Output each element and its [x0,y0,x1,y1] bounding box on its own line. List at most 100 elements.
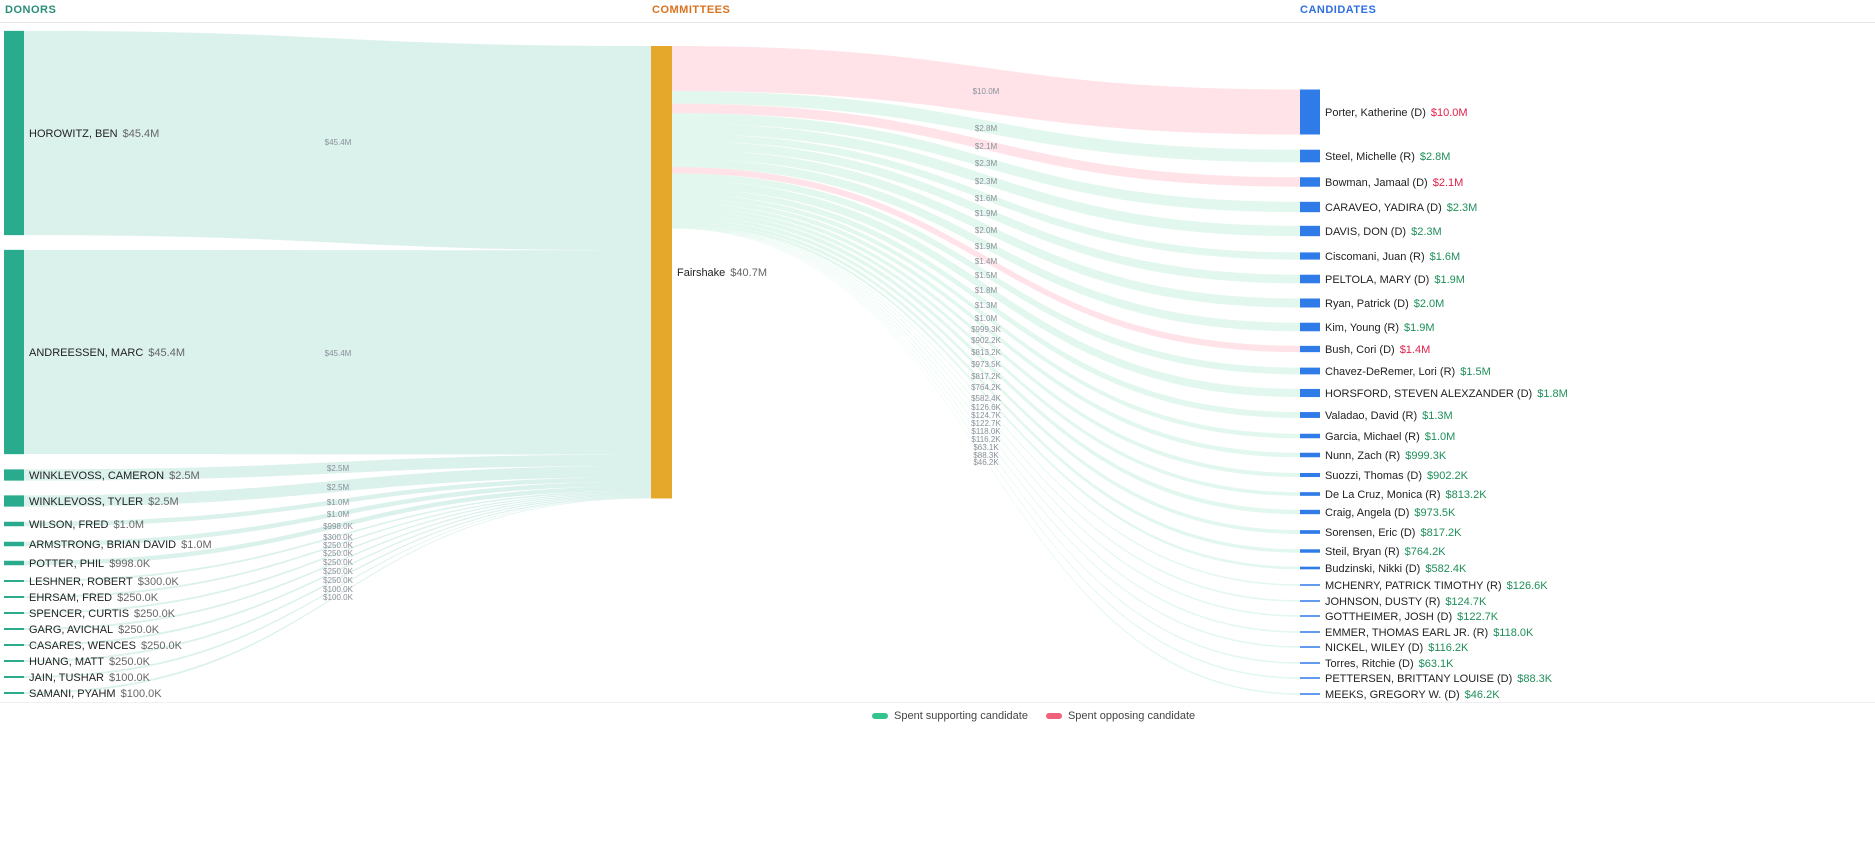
donor-label: ANDREESSEN, MARC $45.4M [29,347,185,359]
legend-label: Spent supporting candidate [894,710,1028,722]
labels: HOROWITZ, BEN $45.4M $45.4M ANDREESSEN, MAR… [29,87,1568,701]
support-link [672,173,1300,375]
legend-item-support[interactable]: Spent supporting candidate [872,710,1028,722]
candidate-node [1300,530,1320,534]
candidate-link-label: $2.8M [975,124,998,133]
candidate-label: Budzinski, Nikki (D) $582.4K [1325,563,1467,575]
candidate-value: $1.3M [1422,410,1453,422]
support-link [672,228,1300,695]
candidate-node [1300,388,1320,398]
candidate-node [1300,225,1320,237]
donor-link [24,249,651,455]
donor-label: POTTER, PHIL $998.0K [29,558,151,570]
candidate-node [1300,662,1320,664]
support-link [672,113,1300,213]
donor-link-label: $2.5M [327,464,350,473]
candidate-node [1300,433,1320,439]
candidate-value: $63.1K [1419,658,1455,670]
candidate-label: Craig, Angela (D) $973.5K [1325,507,1456,519]
donor-link-label: $998.0K [323,522,353,531]
candidate-value: $88.3K [1517,673,1553,685]
candidate-value: $116.2K [1428,642,1469,654]
donor-link-label: $250.0K [323,558,353,567]
candidate-link-label: $63.1K [973,443,999,452]
candidate-node [1300,615,1320,617]
candidate-link-label: $1.8M [975,286,998,295]
candidate-link-label: $88.3K [973,451,999,460]
candidate-label: Sorensen, Eric (D) $817.2K [1325,527,1462,539]
legend-item-oppose[interactable]: Spent opposing candidate [1045,710,1195,722]
donor-value: $2.5M [169,470,200,482]
candidate-node [1300,566,1320,570]
donor-node [4,521,24,527]
donor-label: EHRSAM, FRED $250.0K [29,592,159,604]
candidate-node [1300,298,1320,308]
candidate-node [1300,631,1320,633]
donor-link-label: $45.4M [325,138,352,147]
candidate-node [1300,452,1320,458]
candidate-link-label: $2.3M [975,177,998,186]
candidate-label: Ciscomani, Juan (R) $1.6M [1325,251,1460,263]
candidate-link-label: $124.7K [971,411,1001,420]
donor-value: $250.0K [141,640,183,652]
donor-node [4,612,24,614]
candidate-link-label: $2.3M [975,159,998,168]
candidate-label: CARAVEO, YADIRA (D) $2.3M [1325,202,1477,214]
candidate-value: $582.4K [1425,563,1467,575]
support-link [672,188,1300,418]
candidate-label: DAVIS, DON (D) $2.3M [1325,226,1442,238]
donor-label: LESHNER, ROBERT $300.0K [29,576,179,588]
candidate-label: Suozzi, Thomas (D) $902.2K [1325,470,1469,482]
support-link [672,123,1300,237]
donor-label: JAIN, TUSHAR $100.0K [29,672,151,684]
support-link [672,222,1300,570]
candidate-label: Garcia, Michael (R) $1.0M [1325,431,1455,443]
candidate-link-label: $817.2K [971,372,1001,381]
candidate-label: MCHENRY, PATRICK TIMOTHY (R) $126.6K [1325,580,1548,592]
candidate-link-label: $10.0M [973,87,1000,96]
candidate-link-label: $126.6K [971,403,1001,412]
candidate-link-label: $1.5M [975,271,998,280]
support-link [672,227,1300,664]
candidate-value: $1.4M [1400,344,1431,356]
candidates-header: CANDIDATES [1300,4,1377,16]
donor-link-label: $45.4M [325,349,352,358]
support-link [672,227,1300,679]
candidate-node [1300,201,1320,213]
donor-node [4,495,24,507]
donor-label: WINKLEVOSS, TYLER $2.5M [29,496,179,508]
donor-link-label: $1.0M [327,510,350,519]
candidate-node [1300,149,1320,163]
donor-node [4,676,24,678]
candidate-link-label: $973.5K [971,360,1001,369]
donor-label: SPENCER, CURTIS $250.0K [29,608,176,620]
candidate-link-label: $813.2K [971,348,1001,357]
donor-link [24,481,651,547]
candidate-link-label: $1.6M [975,194,998,203]
candidate-value: $902.2K [1427,470,1469,482]
candidate-node [1300,274,1320,284]
candidate-node [1300,177,1320,187]
candidate-link-label: $1.0M [975,314,998,323]
candidate-link-label: $1.4M [975,257,998,266]
donor-link [24,494,651,630]
candidate-value: $46.2K [1465,689,1501,701]
candidate-link-label: $1.3M [975,301,998,310]
links [24,30,1300,695]
support-link [672,226,1300,617]
donor-link [24,495,651,646]
support-link [672,226,1300,633]
donor-value: $998.0K [109,558,151,570]
donors-header: DONORS [5,4,57,16]
candidate-value: $1.8M [1537,388,1568,400]
footer-divider [0,702,1875,703]
donor-label: HOROWITZ, BEN $45.4M [29,128,159,140]
donor-node [4,249,24,455]
oppose-swatch [1045,713,1062,719]
candidate-value: $2.0M [1414,298,1445,310]
candidate-value: $764.2K [1405,546,1447,558]
candidate-node [1300,549,1320,553]
donor-value: $250.0K [117,592,159,604]
candidate-value: $973.5K [1414,507,1456,519]
donor-node [4,660,24,662]
